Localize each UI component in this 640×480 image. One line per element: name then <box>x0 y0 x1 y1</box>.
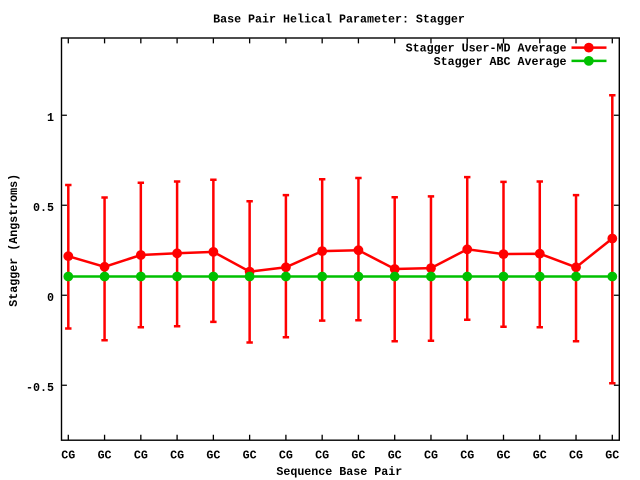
svg-text:CG: CG <box>170 449 184 463</box>
svg-text:CG: CG <box>134 449 148 463</box>
svg-text:CG: CG <box>315 449 329 463</box>
svg-text:CG: CG <box>61 449 75 463</box>
svg-text:Stagger User-MD Average: Stagger User-MD Average <box>406 42 567 56</box>
svg-text:0.5: 0.5 <box>33 201 54 215</box>
svg-text:Stagger ABC Average: Stagger ABC Average <box>434 55 567 69</box>
svg-text:GC: GC <box>351 449 365 463</box>
svg-text:CG: CG <box>279 449 293 463</box>
svg-text:GC: GC <box>243 449 257 463</box>
svg-text:0: 0 <box>47 291 54 305</box>
svg-text:GC: GC <box>388 449 402 463</box>
svg-text:-0.5: -0.5 <box>26 381 54 395</box>
svg-text:Stagger (Angstroms): Stagger (Angstroms) <box>7 174 21 307</box>
svg-text:Sequence Base Pair: Sequence Base Pair <box>276 465 402 479</box>
svg-text:CG: CG <box>569 449 583 463</box>
svg-text:GC: GC <box>533 449 547 463</box>
svg-text:GC: GC <box>497 449 511 463</box>
svg-text:GC: GC <box>206 449 220 463</box>
svg-text:1: 1 <box>47 111 54 125</box>
svg-text:GC: GC <box>605 449 619 463</box>
svg-text:GC: GC <box>98 449 112 463</box>
svg-text:Base Pair Helical Parameter: S: Base Pair Helical Parameter: Stagger <box>213 13 465 27</box>
svg-text:CG: CG <box>424 449 438 463</box>
svg-text:CG: CG <box>460 449 474 463</box>
